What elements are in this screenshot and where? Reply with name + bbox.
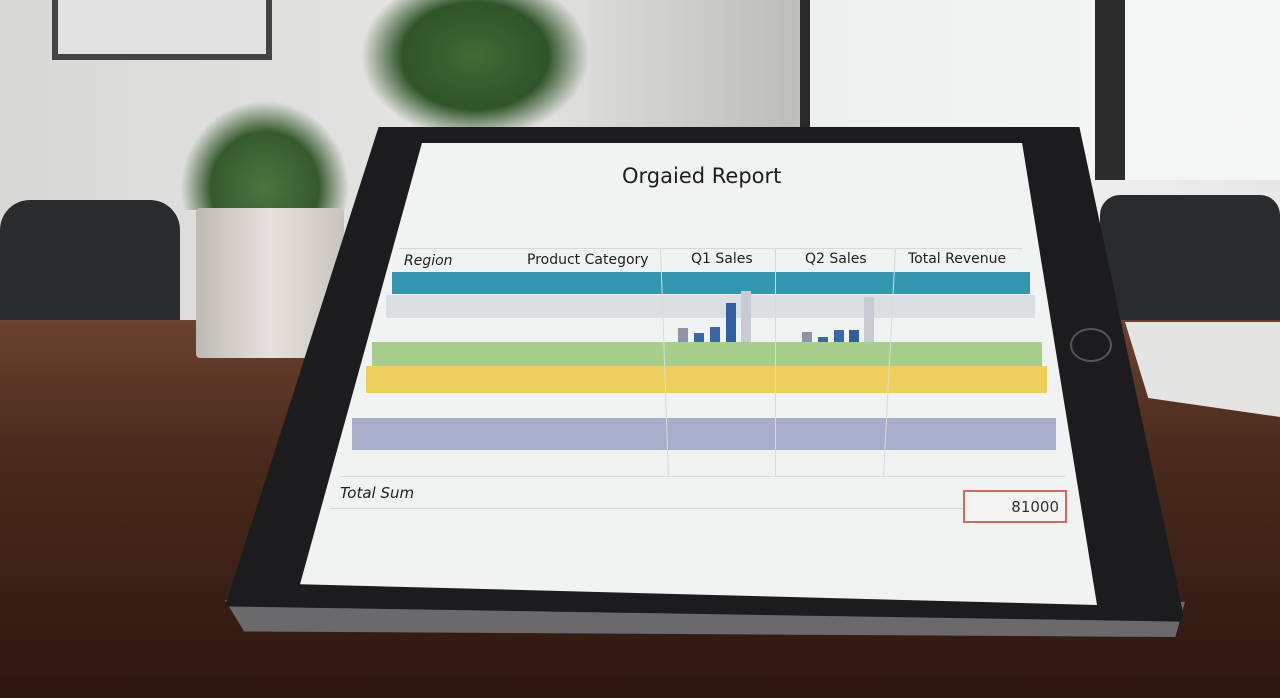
chair xyxy=(0,200,180,330)
picture-frame xyxy=(52,0,272,60)
column-header-q2-sales: Q2 Sales xyxy=(805,251,867,267)
column-header-region: Region xyxy=(404,253,453,269)
mini-bar xyxy=(818,337,828,342)
home-button[interactable] xyxy=(1070,328,1112,362)
mini-bar xyxy=(678,328,688,342)
table-row[interactable] xyxy=(392,272,1030,294)
column-header-total-revenue: Total Revenue xyxy=(908,251,1007,267)
chair xyxy=(1100,195,1280,335)
table-row[interactable] xyxy=(366,366,1047,393)
mini-bar xyxy=(834,330,844,342)
mini-bar xyxy=(710,327,720,342)
total-sum-value[interactable]: 81000 xyxy=(963,490,1067,523)
mini-bar xyxy=(864,297,874,342)
table-row[interactable] xyxy=(372,342,1042,366)
table-row[interactable] xyxy=(386,295,1035,318)
mini-bar xyxy=(741,291,751,342)
column-header-q1-sales: Q1 Sales xyxy=(691,251,753,267)
succulent-plant xyxy=(180,100,350,210)
plant xyxy=(360,0,590,140)
total-sum-label: Total Sum xyxy=(340,484,415,502)
column-divider xyxy=(775,248,776,476)
mini-bar xyxy=(849,330,859,342)
report-title: Orgaied Report xyxy=(622,164,782,188)
column-header-product-category: Product Category xyxy=(527,252,649,268)
window-frame xyxy=(1095,0,1125,180)
mini-bar xyxy=(726,303,736,342)
mini-bar xyxy=(802,332,812,342)
mini-bar xyxy=(694,333,704,342)
divider xyxy=(398,248,1023,249)
divider xyxy=(330,508,1065,509)
table-row[interactable] xyxy=(352,418,1056,450)
divider xyxy=(340,476,1065,477)
